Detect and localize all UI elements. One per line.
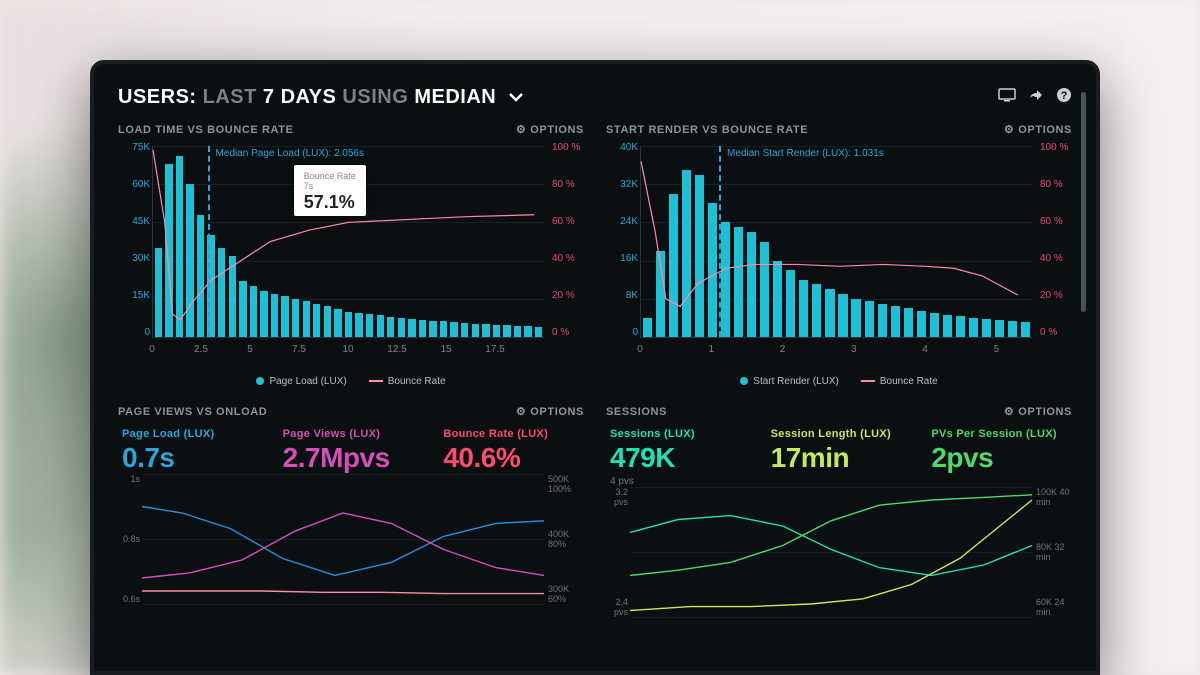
header-filter-dropdown[interactable]: USERS: LAST 7 DAYS USING MEDIAN (118, 86, 524, 109)
svg-text:?: ? (1061, 90, 1068, 102)
sessions-mini-chart[interactable]: 3.2 pvs2.4 pvs100K 40 min80K 32 min60K 2… (602, 487, 1076, 617)
panel-options-button[interactable]: ⚙ OPTIONS (516, 405, 584, 418)
header-aggregation: MEDIAN (414, 86, 496, 108)
stat-block: PVs Per Session (LUX)2pvs (931, 428, 1068, 487)
header-dim2: USING (342, 86, 408, 108)
dashboard-screen: USERS: LAST 7 DAYS USING MEDIAN ? (110, 82, 1080, 671)
stat-block: Session Length (LUX)17min (771, 428, 908, 487)
tooltip: Bounce Rate7s57.1% (294, 165, 366, 216)
gear-icon: ⚙ (516, 405, 526, 418)
scrollbar[interactable] (1081, 92, 1086, 312)
header-prefix: USERS: (118, 86, 197, 108)
panel-load-time: LOAD TIME VS BOUNCE RATE ⚙ OPTIONS 75K60… (114, 121, 588, 389)
stat-block: Bounce Rate (LUX)40.6% (443, 428, 580, 474)
panel-title: START RENDER VS BOUNCE RATE (606, 124, 808, 136)
render-legend: Start Render (LUX) Bounce Rate (602, 372, 1076, 389)
panel-options-button[interactable]: ⚙ OPTIONS (516, 123, 584, 136)
stat-block: Page Load (LUX)0.7s (122, 428, 259, 474)
panel-title: PAGE VIEWS VS ONLOAD (118, 406, 267, 418)
onload-mini-chart[interactable]: 1s0.8s0.6s500K 100%400K 80%300K 60% (114, 474, 588, 604)
page-header: USERS: LAST 7 DAYS USING MEDIAN ? (110, 82, 1080, 121)
chevron-down-icon (508, 86, 524, 109)
onload-stats: Page Load (LUX)0.7s Page Views (LUX)2.7Mp… (114, 424, 588, 474)
load-chart[interactable]: 75K60K45K30K15K0100 %80 %60 %40 %20 %0 %… (114, 142, 588, 372)
panel-sessions: SESSIONS ⚙ OPTIONS Sessions (LUX)479K4 p… (602, 403, 1076, 617)
panel-options-button[interactable]: ⚙ OPTIONS (1004, 123, 1072, 136)
display-icon[interactable] (998, 88, 1016, 107)
gear-icon: ⚙ (1004, 123, 1014, 136)
render-chart[interactable]: 40K32K24K16K8K0100 %80 %60 %40 %20 %0 %M… (602, 142, 1076, 372)
header-range: 7 DAYS (263, 86, 336, 108)
sessions-stats: Sessions (LUX)479K4 pvs Session Length (L… (602, 424, 1076, 487)
gear-icon: ⚙ (1004, 405, 1014, 418)
share-icon[interactable] (1028, 87, 1044, 108)
stat-block: Sessions (LUX)479K4 pvs (610, 428, 747, 487)
gear-icon: ⚙ (516, 123, 526, 136)
panel-options-button[interactable]: ⚙ OPTIONS (1004, 405, 1072, 418)
panel-onload: PAGE VIEWS VS ONLOAD ⚙ OPTIONS Page Load… (114, 403, 588, 617)
header-dim1: LAST (203, 86, 257, 108)
load-legend: Page Load (LUX) Bounce Rate (114, 372, 588, 389)
panel-title: SESSIONS (606, 406, 667, 418)
stat-block: Page Views (LUX)2.7Mpvs (283, 428, 420, 474)
help-icon[interactable]: ? (1056, 87, 1072, 108)
panel-title: LOAD TIME VS BOUNCE RATE (118, 124, 294, 136)
laptop-frame: USERS: LAST 7 DAYS USING MEDIAN ? (90, 60, 1100, 675)
panel-start-render: START RENDER VS BOUNCE RATE ⚙ OPTIONS 40… (602, 121, 1076, 389)
